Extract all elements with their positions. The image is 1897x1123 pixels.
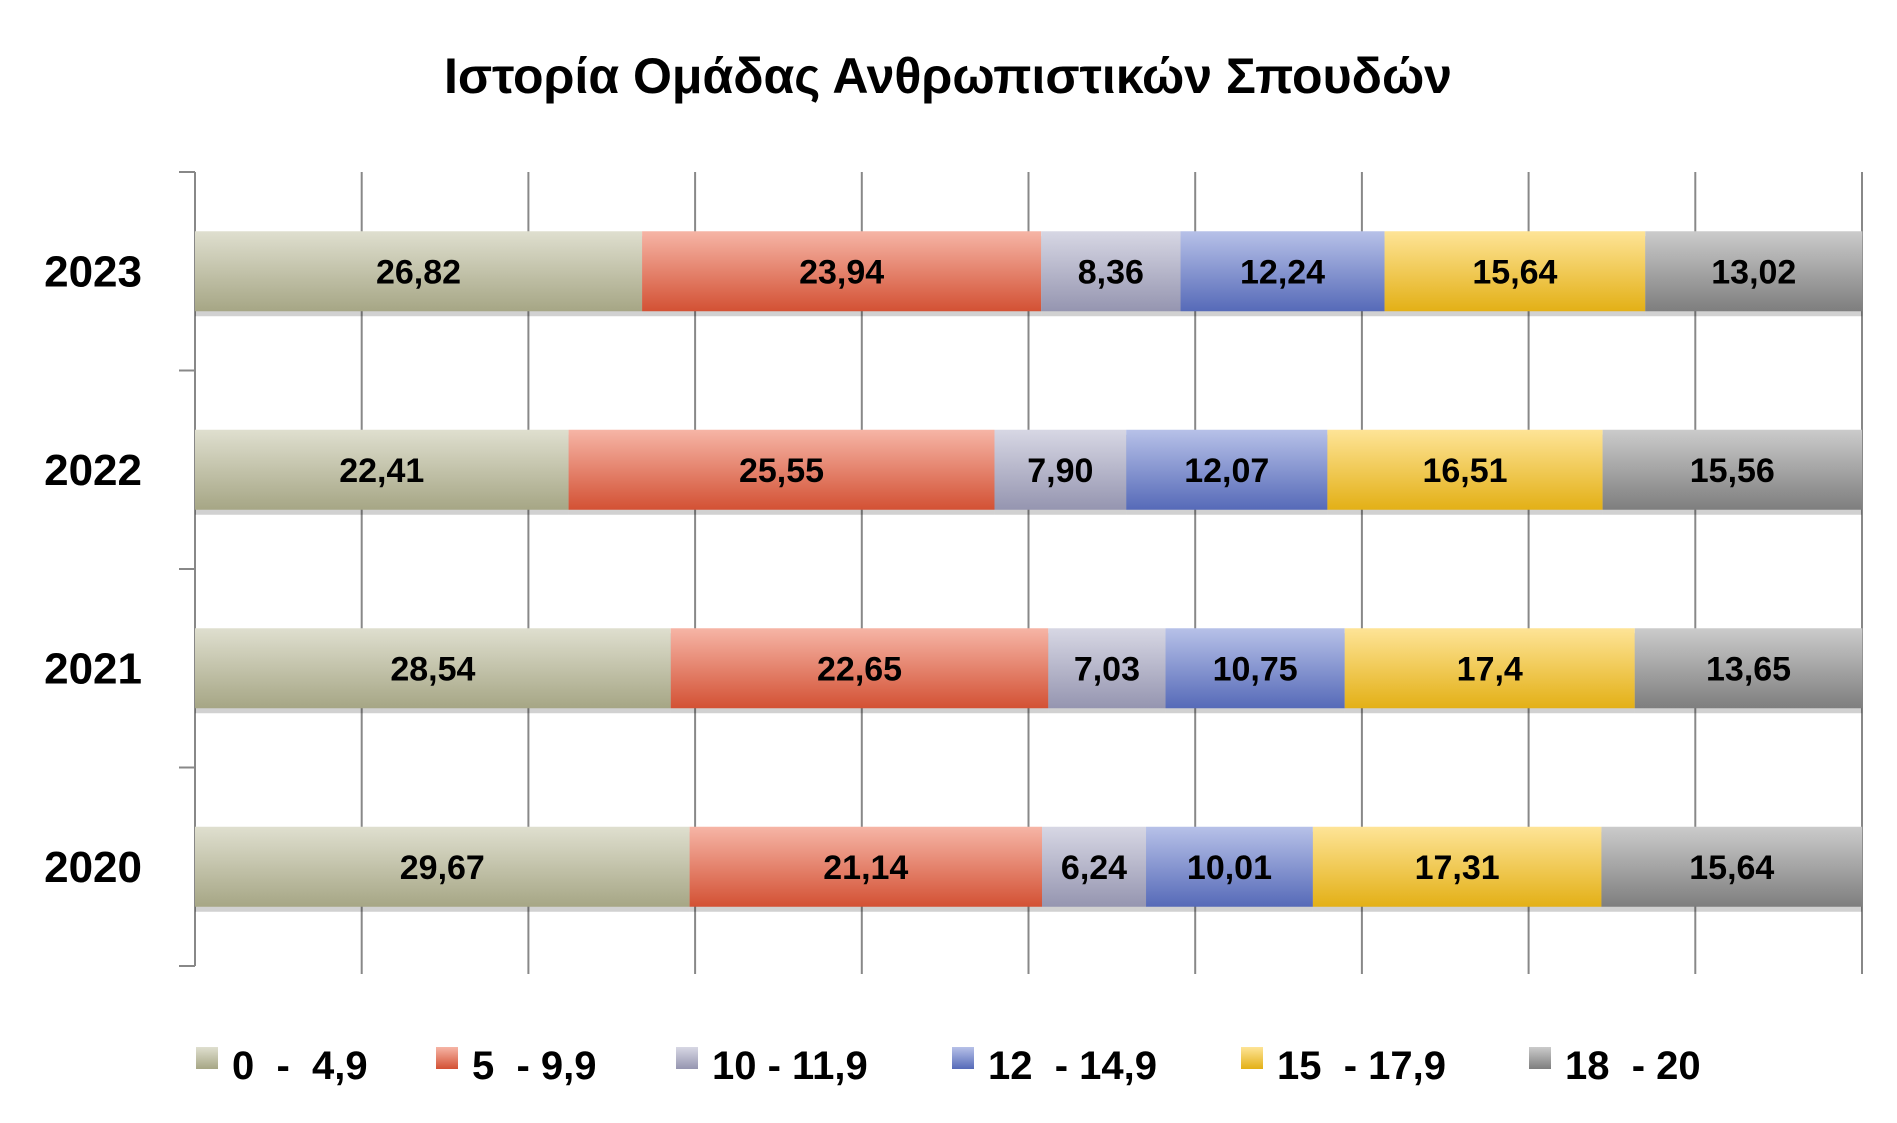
- bar-segment: [1634, 628, 1863, 709]
- data-label: 17,4: [1457, 650, 1523, 688]
- bar-segment: [195, 429, 569, 510]
- category-label: 2023: [44, 247, 142, 296]
- data-label: 23,94: [799, 253, 884, 291]
- bar-segment: [1126, 429, 1328, 510]
- bars-layer: [195, 231, 1863, 912]
- data-label: 13,02: [1711, 253, 1796, 291]
- bar-segment: [195, 826, 690, 907]
- data-label: 17,31: [1415, 849, 1500, 887]
- legend-label: 10 - 11,9: [712, 1044, 868, 1088]
- data-label: 26,82: [376, 253, 461, 291]
- axis-layer: [179, 171, 196, 967]
- category-label: 2021: [44, 644, 142, 693]
- data-label: 7,03: [1074, 650, 1140, 688]
- legend-swatch: [196, 1047, 218, 1069]
- data-label: 15,64: [1472, 253, 1557, 291]
- bar-segment: [1048, 628, 1166, 709]
- data-label: 16,51: [1422, 452, 1507, 490]
- bar-segment: [195, 628, 671, 709]
- data-label: 29,67: [400, 849, 485, 887]
- bar-segment: [689, 826, 1043, 907]
- bar-segment: [1602, 429, 1862, 510]
- category-label: 2020: [44, 843, 142, 892]
- data-label: 10,75: [1213, 650, 1298, 688]
- data-label: 8,36: [1078, 253, 1144, 291]
- legend-label: 12 - 14,9: [988, 1044, 1157, 1088]
- data-label: 12,07: [1184, 452, 1269, 490]
- legend-label: 5 - 9,9: [472, 1044, 597, 1088]
- data-label: 15,64: [1689, 849, 1774, 887]
- bar-segment: [1165, 628, 1345, 709]
- bar-segment: [1180, 231, 1385, 312]
- bar-segment: [568, 429, 995, 510]
- chart-title: Ιστορία Ομάδας Ανθρωπιστικών Σπουδών: [444, 48, 1452, 104]
- data-label: 22,41: [339, 452, 424, 490]
- bar-segment: [1384, 231, 1646, 312]
- bar-segment: [1601, 826, 1863, 907]
- bar-segment: [1344, 628, 1635, 709]
- labels-layer: 2023 26,82 23,94 8,36 12,24 15,64 13,02 2022 22,…: [44, 247, 1796, 892]
- legend-label: 18 - 20: [1565, 1044, 1701, 1088]
- bar-segment: [195, 231, 643, 312]
- data-label: 28,54: [390, 650, 475, 688]
- legend-label: 15 - 17,9: [1277, 1044, 1446, 1088]
- data-label: 21,14: [823, 849, 908, 887]
- data-label: 6,24: [1061, 849, 1127, 887]
- bar-segment: [1327, 429, 1603, 510]
- bar-segment: [1146, 826, 1313, 907]
- bar-segment: [1312, 826, 1602, 907]
- bar-segment: [642, 231, 1042, 312]
- bar-segment: [1041, 231, 1181, 312]
- legend: 0 - 4,9 5 - 9,9 10 - 11,9 12 - 14,9 15 - 17,…: [196, 1044, 1701, 1088]
- legend-swatch: [676, 1047, 698, 1069]
- bar-segment: [1645, 231, 1863, 312]
- legend-label: 0 - 4,9: [232, 1044, 368, 1088]
- data-label: 7,90: [1027, 452, 1093, 490]
- data-label: 12,24: [1240, 253, 1325, 291]
- bar-segment: [994, 429, 1127, 510]
- data-label: 25,55: [739, 452, 824, 490]
- data-label: 22,65: [817, 650, 902, 688]
- bar-segment: [1042, 826, 1147, 907]
- bar-segment: [670, 628, 1049, 709]
- legend-swatch: [436, 1047, 458, 1069]
- data-label: 13,65: [1706, 650, 1791, 688]
- legend-swatch: [1529, 1047, 1551, 1069]
- data-label: 15,56: [1690, 452, 1775, 490]
- legend-swatch: [1241, 1047, 1263, 1069]
- legend-swatch: [952, 1047, 974, 1069]
- category-label: 2022: [44, 446, 142, 495]
- data-label: 10,01: [1187, 849, 1272, 887]
